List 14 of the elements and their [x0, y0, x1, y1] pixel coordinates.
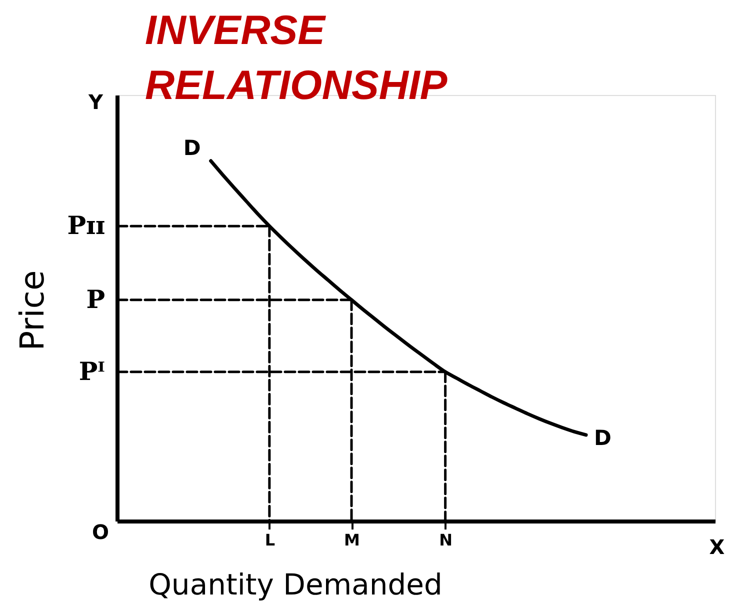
text: O — [92, 520, 109, 544]
series-label: P — [86, 284, 106, 314]
chart-title: INVERSE RELATIONSHIP — [145, 7, 448, 108]
y-axis-title: Price — [12, 270, 52, 351]
series-label: Pɪɪ — [67, 211, 105, 240]
x-tick-label: L — [264, 530, 276, 550]
series-label: D — [594, 426, 612, 450]
x-tick-label: M — [344, 530, 360, 550]
series-label: Pᴵ — [78, 356, 105, 386]
x-axis-title: Quantity Demanded — [148, 568, 442, 602]
x-tick-label: N — [439, 530, 453, 550]
text: D — [183, 136, 201, 160]
text: Y — [88, 90, 104, 114]
text: X — [709, 535, 726, 559]
